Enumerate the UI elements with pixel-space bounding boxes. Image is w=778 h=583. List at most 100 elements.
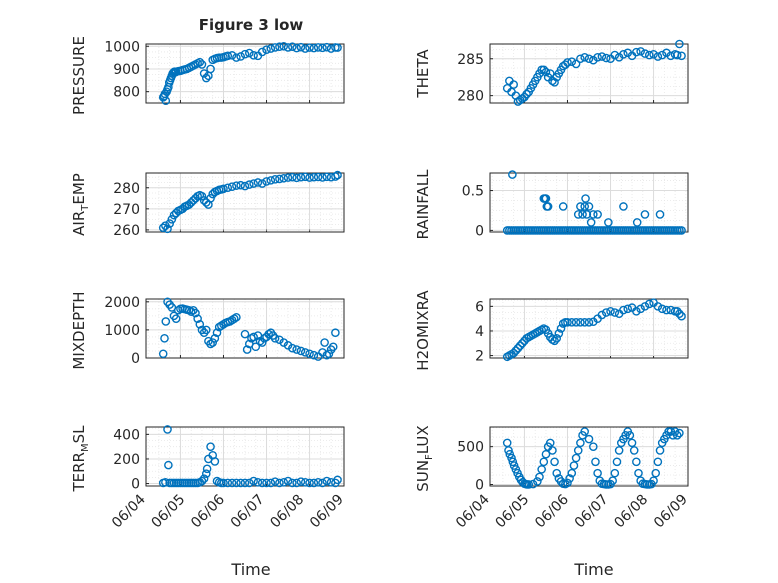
data-point	[193, 314, 202, 323]
data-point	[283, 341, 293, 350]
data-point	[270, 175, 280, 184]
y-axis-label: RAINFALL	[414, 169, 432, 240]
y-tick-label: 6	[475, 299, 484, 315]
data-point	[292, 478, 301, 488]
y-tick-label: 0	[131, 477, 140, 493]
data-point	[533, 477, 542, 486]
data-point	[249, 332, 258, 342]
data-point	[580, 52, 589, 62]
data-point	[554, 329, 564, 338]
data-point	[201, 73, 211, 83]
data-point	[571, 453, 581, 463]
data-point	[563, 318, 572, 327]
data-point	[584, 202, 594, 211]
y-tick-label: 900	[113, 62, 140, 78]
data-point	[629, 446, 639, 455]
data-point	[509, 348, 518, 358]
data-point	[163, 425, 172, 434]
data-point	[563, 478, 572, 488]
data-point	[576, 318, 585, 327]
data-point	[511, 346, 521, 355]
data-point	[581, 194, 590, 203]
data-point	[653, 52, 663, 61]
data-point	[288, 42, 297, 52]
data-point	[195, 57, 205, 67]
data-point	[242, 345, 252, 354]
y-tick-label: 280	[113, 181, 140, 197]
data-point	[223, 183, 233, 193]
data-point	[283, 43, 293, 52]
data-point	[651, 468, 661, 478]
y-tick-label: 2	[475, 349, 484, 365]
data-point	[573, 446, 583, 455]
data-point	[191, 308, 200, 318]
data-point	[240, 49, 250, 59]
y-axis-label: SUNFLUX	[414, 425, 435, 491]
data-point	[539, 65, 549, 75]
data-point	[677, 311, 686, 321]
data-point	[206, 64, 215, 74]
data-point	[197, 476, 207, 486]
data-point	[548, 446, 557, 455]
data-point	[535, 472, 544, 482]
data-point	[309, 172, 319, 182]
y-tick-label: 0	[131, 351, 140, 367]
data-point	[236, 180, 245, 190]
data-point	[197, 191, 207, 201]
data-point	[545, 69, 555, 78]
data-point	[508, 457, 518, 467]
y-axis-label: PRESSURE	[70, 36, 88, 115]
data-point	[164, 460, 173, 470]
data-point	[318, 173, 327, 182]
data-point	[576, 438, 585, 448]
data-point	[300, 172, 310, 182]
data-point	[662, 305, 671, 315]
data-point	[240, 329, 250, 339]
data-point	[186, 307, 196, 316]
data-point	[640, 49, 650, 58]
data-point	[210, 457, 220, 466]
data-point	[199, 69, 209, 78]
data-point	[227, 51, 237, 60]
data-point	[601, 308, 611, 317]
y-tick-label: 4	[475, 324, 484, 340]
data-point	[279, 41, 289, 51]
data-point	[283, 173, 293, 182]
data-point	[223, 51, 233, 61]
data-point	[292, 173, 301, 183]
data-point	[313, 172, 323, 182]
data-point	[627, 438, 637, 448]
data-point	[232, 312, 241, 322]
data-point	[292, 345, 301, 354]
data-point	[550, 78, 559, 87]
data-point	[257, 179, 267, 188]
data-point	[649, 50, 658, 59]
data-point	[257, 338, 267, 347]
data-point	[636, 47, 645, 56]
data-point	[262, 177, 271, 186]
data-point	[567, 468, 577, 478]
data-point	[571, 59, 581, 69]
figure-title: Figure 3 low	[199, 16, 304, 34]
data-point	[255, 336, 265, 346]
data-point	[309, 478, 319, 488]
data-point	[604, 218, 613, 227]
data-point	[227, 182, 237, 191]
data-point	[331, 328, 340, 338]
data-point	[515, 341, 525, 351]
data-point	[232, 53, 241, 62]
data-point	[550, 336, 559, 346]
data-point	[632, 306, 641, 316]
x-axis-label-left: Time	[230, 560, 270, 579]
y-axis-label: AIRTEMP	[70, 173, 91, 236]
data-point	[262, 478, 271, 488]
data-point	[522, 89, 531, 99]
data-point	[167, 215, 177, 224]
y-axis-label: H2OMIXRA	[414, 290, 432, 371]
axes-box	[489, 43, 689, 104]
data-point	[571, 318, 581, 327]
y-tick-label: 2000	[104, 295, 140, 311]
data-point	[245, 180, 254, 189]
data-point	[240, 181, 250, 191]
